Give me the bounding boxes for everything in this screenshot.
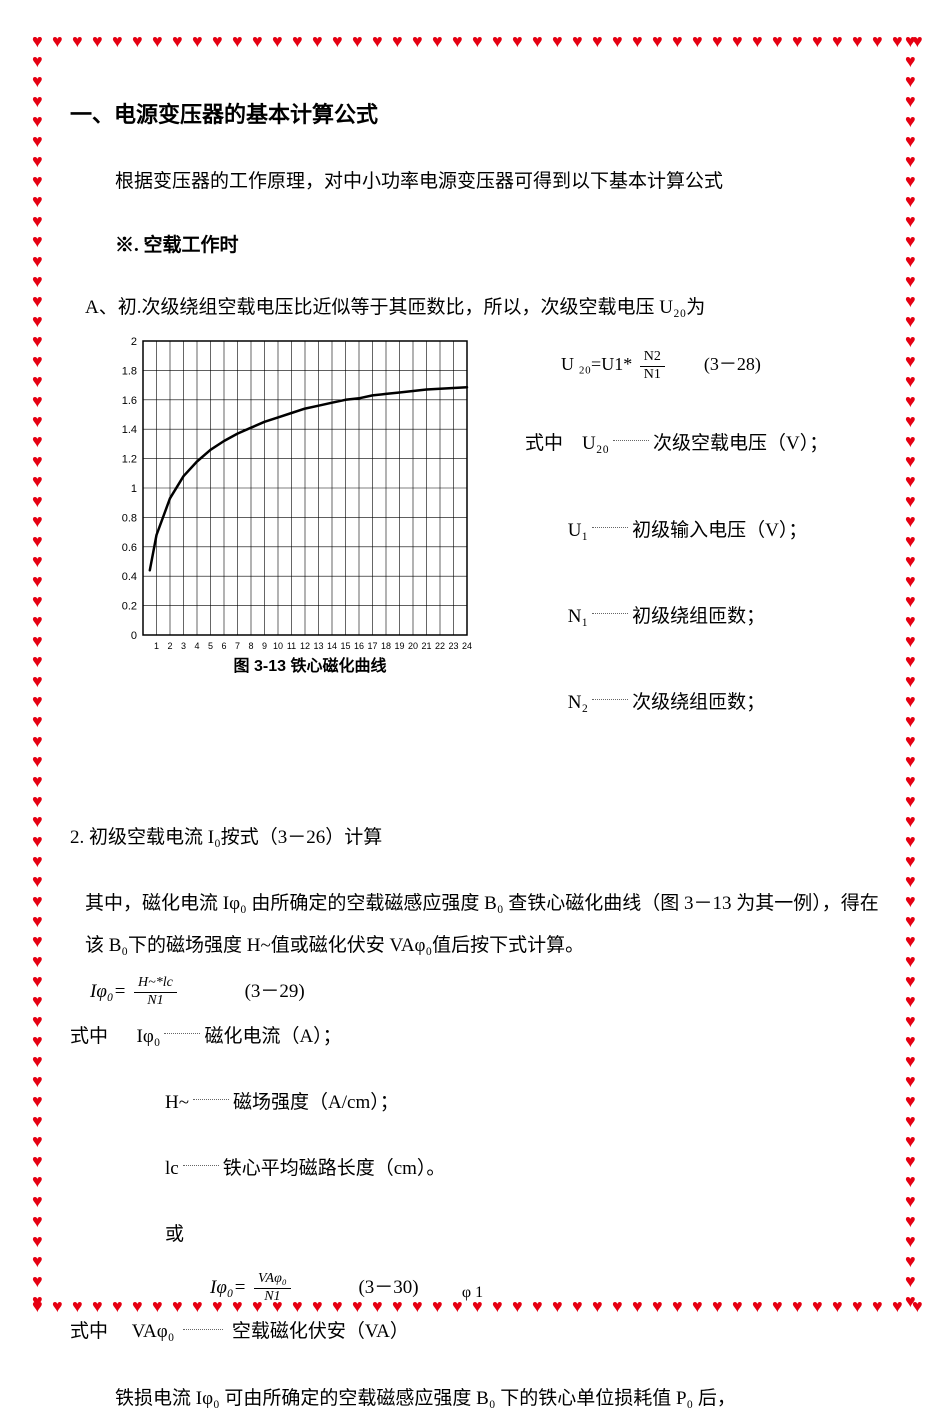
svg-text:2: 2	[131, 336, 137, 348]
def-symbol: Iφ₀	[137, 1026, 161, 1047]
section-title: 一、电源变压器的基本计算公式	[70, 95, 880, 135]
eq328-denominator: N1	[640, 367, 665, 384]
def-dash-icon	[183, 1165, 219, 1166]
definition-row: 式中 U₂₀次级空载电压（V）；	[525, 427, 880, 461]
definition-row: lc 铁心平均磁路长度（cm）。	[165, 1152, 880, 1186]
svg-text:2: 2	[167, 641, 172, 651]
section-2-paragraph-1: 其中，磁化电流 Iφ₀ 由所确定的空载磁感应强度 B₀ 查铁心磁化曲线（图 3－…	[85, 883, 880, 967]
svg-text:7: 7	[235, 641, 240, 651]
def-desc: 次级空载电压（V）；	[653, 433, 828, 454]
svg-text:1.2: 1.2	[122, 454, 137, 466]
def330-prefix: 式中	[70, 1321, 108, 1342]
svg-text:15: 15	[340, 641, 350, 651]
def-dash-icon	[193, 1099, 229, 1100]
section-2-heading: 2. 初级空载电流 I₀按式（3－26）计算	[70, 821, 880, 855]
svg-text:4: 4	[194, 641, 199, 651]
eq329-number: (3－29)	[245, 981, 305, 1002]
definition-row: U₁ 初级输入电压（V）；	[525, 514, 880, 548]
svg-text:8: 8	[248, 641, 253, 651]
def-dash-icon	[592, 613, 628, 614]
def-desc: 初级绕组匝数；	[632, 606, 765, 627]
svg-text:5: 5	[208, 641, 213, 651]
equation-3-28: U ₂₀=U1* N2 N1 (3－28)	[525, 348, 880, 383]
definition-row: N₂ 次级绕组匝数；	[525, 686, 880, 720]
def-symbol: lc	[165, 1158, 179, 1179]
def-symbol: H~	[165, 1092, 189, 1113]
svg-text:3: 3	[181, 641, 186, 651]
def-symbol: U₂₀	[582, 433, 609, 454]
section-2-paragraph-2: 铁损电流 Iφ₀ 可由所确定的空载磁感应强度 B₀ 下的铁心单位损耗值 P₀ 后…	[115, 1382, 880, 1416]
page-content: 一、电源变压器的基本计算公式 根据变压器的工作原理，对中小功率电源变压器可得到以…	[70, 95, 880, 1424]
or-label: 或	[165, 1218, 880, 1252]
svg-text:9: 9	[262, 641, 267, 651]
svg-text:18: 18	[381, 641, 391, 651]
svg-text:20: 20	[408, 641, 418, 651]
svg-text:13: 13	[313, 641, 323, 651]
intro-paragraph: 根据变压器的工作原理，对中小功率电源变压器可得到以下基本计算公式	[115, 165, 880, 199]
symbol-definitions-329: 式中 Iφ₀磁化电流（A）；H~磁场强度（A/cm）；lc铁心平均磁路长度（cm…	[70, 1020, 880, 1187]
eq328-numerator: N2	[640, 349, 665, 367]
definition-row: H~ 磁场强度（A/cm）；	[165, 1086, 880, 1120]
svg-text:16: 16	[354, 641, 364, 651]
svg-text:24: 24	[462, 641, 472, 651]
def-dash-icon	[183, 1329, 223, 1330]
svg-text:6: 6	[221, 641, 226, 651]
eq328-fraction: N2 N1	[640, 349, 665, 384]
svg-text:19: 19	[394, 641, 404, 651]
definition-row: 式中 Iφ₀磁化电流（A）；	[70, 1020, 880, 1054]
def-dash-icon	[592, 699, 628, 700]
svg-text:1: 1	[154, 641, 159, 651]
equation-3-29: Iφ₀= H~*lc N1 (3－29)	[90, 975, 880, 1010]
svg-text:1: 1	[131, 483, 137, 495]
def330-desc: 空载磁化伏安（VA）	[232, 1321, 409, 1342]
eq328-number: (3－28)	[704, 354, 761, 374]
eq329-numerator: H~*lc	[134, 975, 177, 993]
svg-text:0.4: 0.4	[122, 571, 137, 583]
def-desc: 次级绕组匝数；	[632, 692, 765, 713]
svg-text:0.6: 0.6	[122, 542, 137, 554]
eq328-lhs: U ₂₀=U1*	[561, 354, 632, 374]
def-desc: 磁场强度（A/cm）；	[233, 1092, 399, 1113]
svg-text:0.2: 0.2	[122, 601, 137, 613]
def-symbol: N₂	[568, 692, 588, 713]
eq329-denominator: N1	[134, 993, 177, 1010]
def-dash-icon	[164, 1033, 200, 1034]
svg-text:10: 10	[273, 641, 283, 651]
def-symbol: N₁	[568, 606, 588, 627]
magnetization-curve-chart: 00.20.40.60.811.21.41.61.821234567891011…	[105, 333, 475, 663]
definition-330: 式中 VAφ₀ 空载磁化伏安（VA）	[70, 1315, 880, 1349]
svg-text:1.8: 1.8	[122, 366, 137, 378]
eq329-fraction: H~*lc N1	[134, 975, 177, 1010]
svg-text:14: 14	[327, 641, 337, 651]
svg-text:21: 21	[421, 641, 431, 651]
equations-right: U ₂₀=U1* N2 N1 (3－28) 式中 U₂₀次级空载电压（V）； U…	[515, 333, 880, 772]
chart-and-equations: 00.20.40.60.811.21.41.61.821234567891011…	[70, 333, 880, 772]
chart-caption: 图 3-13 铁心磁化曲线	[105, 653, 515, 682]
svg-text:17: 17	[367, 641, 377, 651]
def-dash-icon	[613, 440, 649, 441]
definition-row: N₁ 初级绕组匝数；	[525, 600, 880, 634]
def-desc: 初级输入电压（V）；	[632, 520, 807, 541]
svg-text:1.6: 1.6	[122, 395, 137, 407]
svg-text:1.4: 1.4	[122, 424, 137, 436]
svg-text:0.8: 0.8	[122, 513, 137, 525]
chart-wrap: 00.20.40.60.811.21.41.61.821234567891011…	[105, 333, 515, 675]
def330-symbol: VAφ₀	[132, 1321, 175, 1342]
svg-text:0: 0	[131, 630, 137, 642]
symbol-definitions-right: 式中 U₂₀次级空载电压（V）； U₁初级输入电压（V）； N₁初级绕组匝数； …	[525, 427, 880, 720]
eq329-lhs: Iφ₀=	[90, 981, 126, 1002]
svg-text:11: 11	[287, 641, 296, 651]
def-symbol: U₁	[568, 520, 588, 541]
def-dash-icon	[592, 527, 628, 528]
section-a-heading: A、初.次级绕组空载电压比近似等于其匝数比，所以，次级空载电压 U₂₀为	[85, 291, 880, 325]
def-desc: 磁化电流（A）；	[204, 1026, 341, 1047]
svg-text:22: 22	[435, 641, 445, 651]
page-footer: φ 1	[0, 1284, 945, 1302]
def-desc: 铁心平均磁路长度（cm）。	[223, 1158, 446, 1179]
svg-text:12: 12	[300, 641, 310, 651]
svg-text:23: 23	[448, 641, 458, 651]
noload-heading: ※. 空载工作时	[115, 229, 880, 263]
